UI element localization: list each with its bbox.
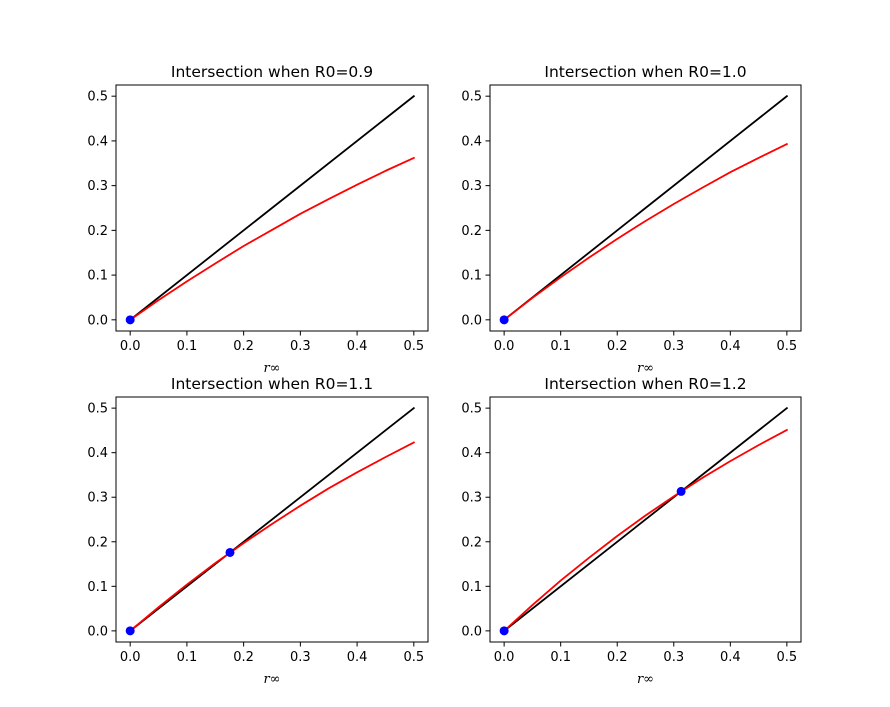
y-tick-label: 0.5 [87,402,108,417]
y-tick-label: 0.3 [87,491,108,506]
x-tick-label: 0.5 [403,650,424,665]
subplot-top-left: 0.0 0.1 0.2 0.3 0.4 0.5 0.0 0.1 0.2 0.3 0.4 0.5 Inte… [87,63,429,376]
intersection-point [125,626,135,636]
subplot-top-right: 0.0 0.1 0.2 0.3 0.4 0.5 0.0 0.1 0.2 0.3 0.4 0.5 Inte… [461,63,802,376]
chart-title: Intersection when R0=1.1 [171,375,373,393]
y-tick-label: 0.3 [461,491,482,506]
y-tick-label: 0.2 [87,224,108,239]
subplot-bottom-right: 0.0 0.1 0.2 0.3 0.4 0.5 0.0 0.1 0.2 0.3 0.4 0.5 Inte… [461,375,802,687]
x-tick-label: 0.2 [607,650,628,665]
y-tick-label: 0.1 [87,269,108,284]
fixed-point-curve [128,156,416,322]
intersection-point [125,315,135,325]
x-tick-label: 0.0 [494,650,515,665]
x-tick-label: 0.2 [607,339,628,354]
y-tick-label: 0.5 [461,90,482,105]
fixed-point-curve [128,441,416,633]
axes-frame [115,84,429,332]
fixed-point-curve [502,428,789,633]
x-tick-label: 0.5 [777,339,798,354]
x-tick-label: 0.3 [663,339,684,354]
x-tick-label: 0.4 [720,650,741,665]
chart-title: Intersection when R0=0.9 [171,63,373,81]
x-axis-label: r∞ [637,672,654,687]
x-tick-label: 0.4 [347,339,368,354]
y-tick-label: 0.3 [461,179,482,194]
x-tick-label: 0.3 [290,339,311,354]
chart-title: Intersection when R0=1.0 [544,63,746,81]
x-tick-label: 0.3 [663,650,684,665]
x-tick-label: 0.5 [777,650,798,665]
x-tick-label: 0.0 [120,650,141,665]
x-tick-label: 0.4 [720,339,741,354]
x-tick-label: 0.3 [290,650,311,665]
x-tick-label: 0.4 [347,650,368,665]
x-axis-label: r∞ [637,361,654,376]
fixed-point-curve [502,142,789,322]
y-tick-label: 0.1 [87,580,108,595]
intersection-point [225,547,235,557]
y-tick-label: 0.4 [461,134,482,149]
axes-frame [489,396,802,643]
x-axis-label: r∞ [263,361,280,376]
x-tick-label: 0.1 [177,339,198,354]
y-tick-label: 0.4 [87,134,108,149]
identity-line [502,94,789,322]
y-tick-label: 0.2 [461,224,482,239]
x-tick-label: 0.2 [233,650,254,665]
y-tick-label: 0.1 [461,269,482,284]
axes-frame [115,396,429,643]
x-tick-label: 0.0 [120,339,141,354]
y-tick-label: 0.0 [87,624,108,639]
x-tick-label: 0.2 [233,339,254,354]
y-tick-label: 0.0 [461,624,482,639]
intersection-point [499,315,509,325]
y-tick-label: 0.0 [461,313,482,328]
x-tick-label: 0.0 [494,339,515,354]
y-tick-label: 0.4 [461,446,482,461]
identity-line [128,94,416,322]
chart-title: Intersection when R0=1.2 [544,375,746,393]
intersection-point [676,486,686,496]
y-tick-label: 0.2 [87,535,108,550]
y-tick-label: 0.0 [87,313,108,328]
x-tick-label: 0.1 [177,650,198,665]
x-tick-label: 0.1 [550,650,571,665]
identity-line [128,406,416,633]
x-tick-label: 0.5 [403,339,424,354]
x-axis-label: r∞ [263,672,280,687]
y-tick-label: 0.1 [461,580,482,595]
y-tick-label: 0.5 [87,90,108,105]
y-tick-label: 0.3 [87,179,108,194]
intersection-point [499,626,509,636]
y-tick-label: 0.4 [87,446,108,461]
subplot-bottom-left: 0.0 0.1 0.2 0.3 0.4 0.5 0.0 0.1 0.2 0.3 0.4 0.5 Inte… [87,375,429,687]
y-tick-label: 0.5 [461,402,482,417]
y-tick-label: 0.2 [461,535,482,550]
x-tick-label: 0.1 [550,339,571,354]
axes-frame [489,84,802,332]
identity-line [502,406,789,633]
